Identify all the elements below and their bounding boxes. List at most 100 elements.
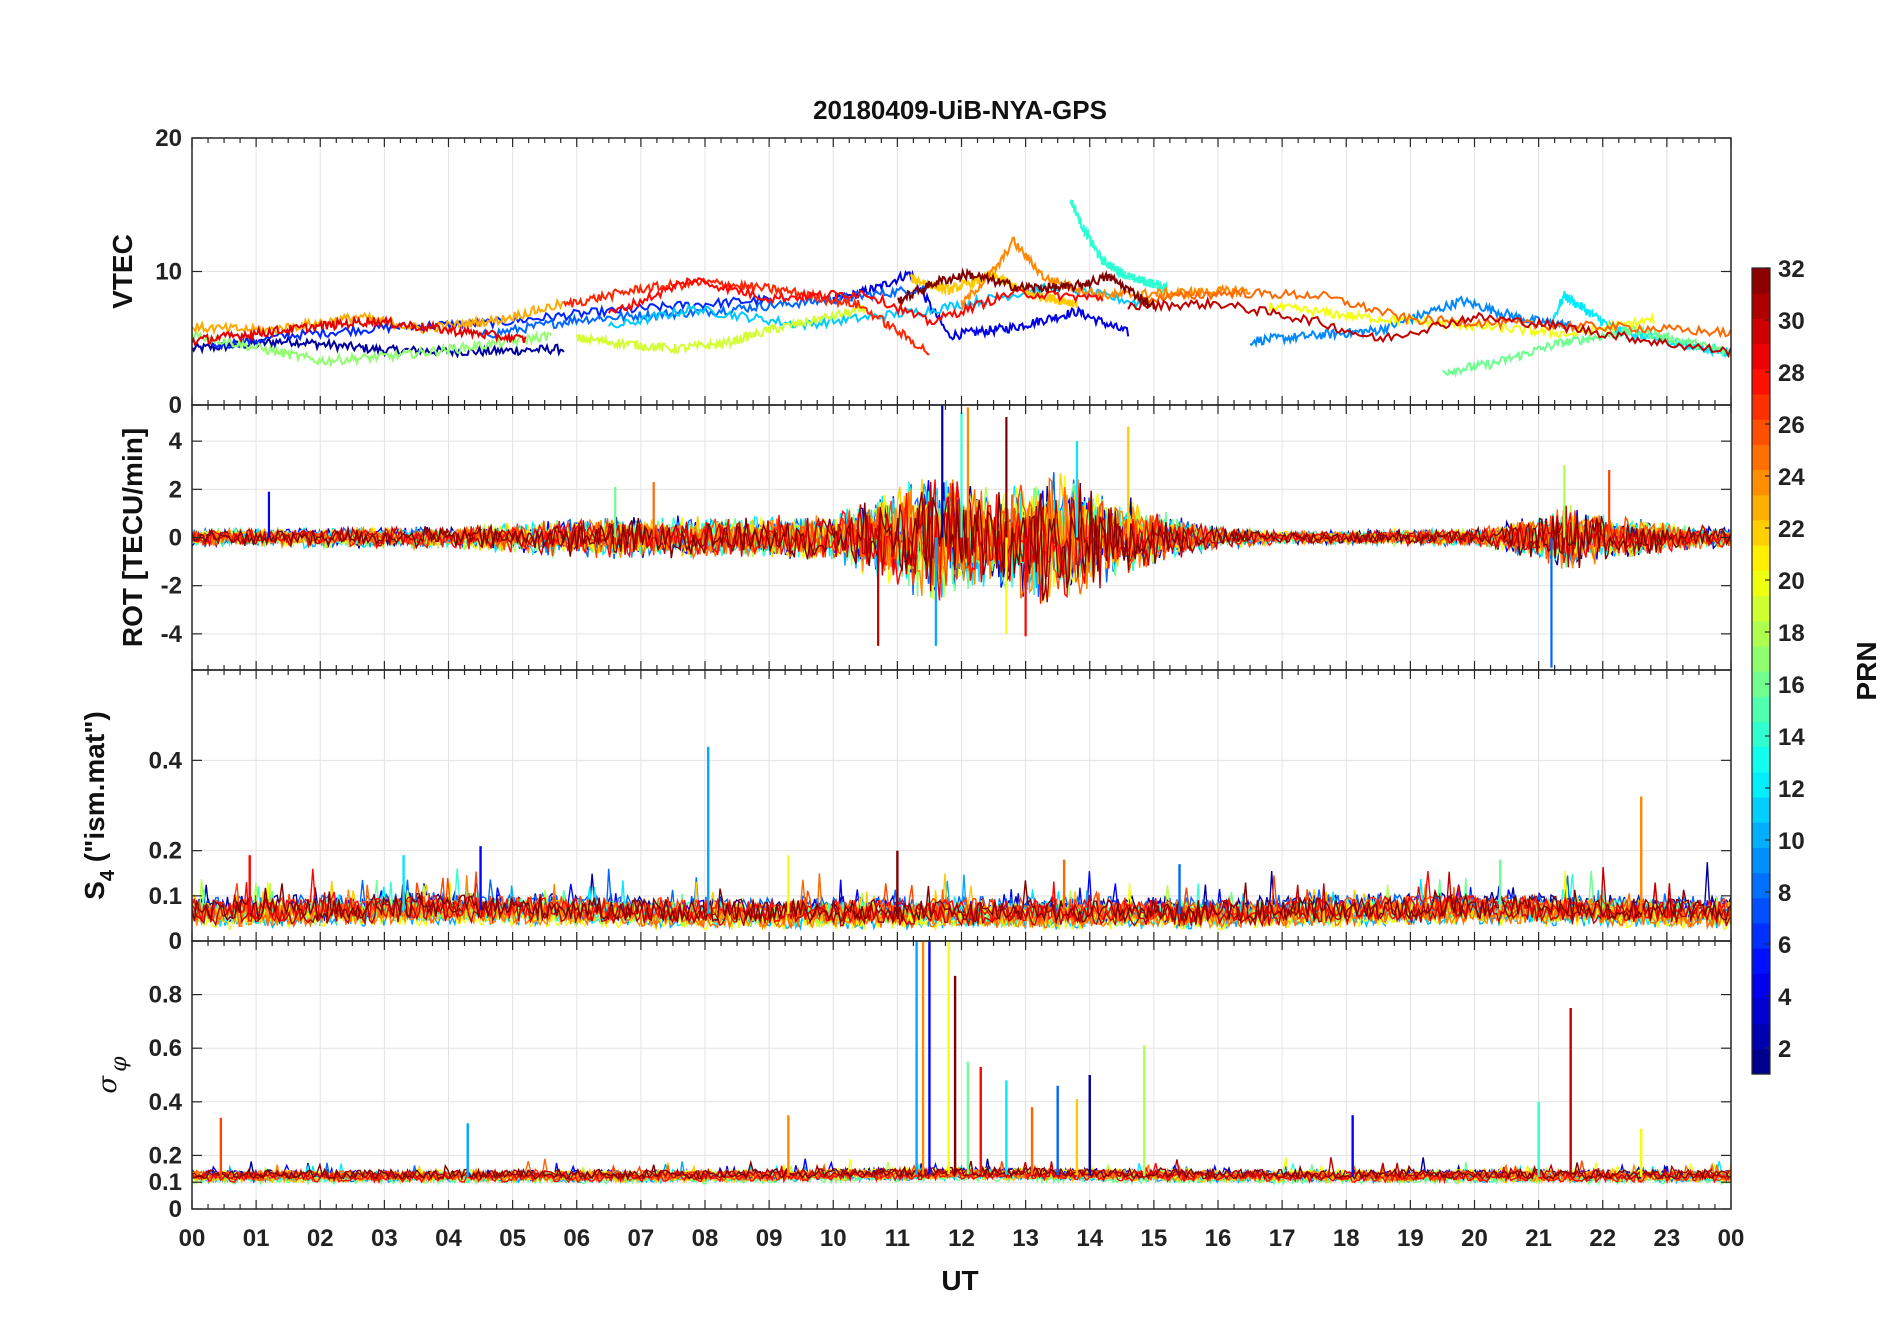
colorbar-tick-label: 22 xyxy=(1778,516,1805,543)
x-tick-label: 03 xyxy=(371,1225,398,1252)
series-prn-16 xyxy=(1442,324,1731,378)
y-tick-label: -2 xyxy=(161,573,182,600)
x-tick-label: 22 xyxy=(1589,1225,1616,1252)
colorbar-tick-label: 10 xyxy=(1778,828,1805,855)
colorbar-segment xyxy=(1752,721,1770,748)
colorbar-tick-label: 28 xyxy=(1778,360,1805,387)
x-tick-label: 17 xyxy=(1269,1225,1296,1252)
series-group xyxy=(192,941,1731,1187)
series-group xyxy=(192,405,1731,668)
panel-S4: 0 0.1 0.2 0.4 S4 ("ism.mat") xyxy=(79,669,1732,955)
series-prn-14 xyxy=(1069,199,1168,294)
x-tick-label: 05 xyxy=(499,1225,526,1252)
y-tick-label: 0.2 xyxy=(149,1142,182,1169)
ticks xyxy=(191,941,1732,1210)
x-tick-label: 04 xyxy=(435,1225,462,1252)
colorbar-frame xyxy=(1751,267,1771,1075)
colorbar-segment xyxy=(1752,696,1770,722)
colorbar-segment xyxy=(1752,948,1770,974)
panel-sigma_phi: 00.10.2 0.4 0.6 0.8 σφ xyxy=(93,940,1732,1223)
series-prn-19 xyxy=(575,304,867,356)
series-prn-27 xyxy=(562,277,930,356)
colorbar-segment xyxy=(1752,847,1770,874)
trace-prn-32 xyxy=(192,880,1731,924)
colorbar-segment xyxy=(1752,998,1770,1025)
trace-prn-24 xyxy=(192,875,1731,930)
colorbar-segment xyxy=(1752,293,1770,319)
colorbar-tick-label: 2 xyxy=(1778,1036,1791,1063)
x-axis: 00 01 02 03 04 05 06 07 08 09 10 11 12 13 14 15 16 17 18 19… xyxy=(179,1225,1745,1252)
y-tick-label: 20 xyxy=(155,125,182,152)
colorbar-segment xyxy=(1752,343,1770,370)
colorbar-segment xyxy=(1752,822,1770,848)
y-tick-label: 0 xyxy=(169,525,182,552)
y-tick-label: 0 xyxy=(169,928,182,955)
colorbar-segment xyxy=(1752,922,1770,949)
x-tick-label: 02 xyxy=(307,1225,334,1252)
y-tick-label: 10 xyxy=(155,259,182,286)
colorbar-segment xyxy=(1752,1048,1770,1075)
x-tick-label: 18 xyxy=(1333,1225,1360,1252)
x-tick-label: 15 xyxy=(1141,1225,1168,1252)
series-prn-23 xyxy=(192,297,565,338)
x-tick-label: 16 xyxy=(1205,1225,1232,1252)
colorbar-segment xyxy=(1752,897,1770,924)
chart-title: 20180409-UiB-NYA-GPS xyxy=(813,95,1107,125)
panel-ROT: -4 -2 0 2 4 ROT [TECU/min] xyxy=(117,404,1732,671)
x-tick-label: 06 xyxy=(563,1225,590,1252)
colorbar-tick-label: 16 xyxy=(1778,672,1805,699)
y-tick-label: 0 xyxy=(169,1196,182,1223)
series-prn-9 xyxy=(1249,295,1578,349)
colorbar-tick-label: 4 xyxy=(1778,984,1792,1011)
colorbar-tick-label: 20 xyxy=(1778,568,1805,595)
x-tick-label: 12 xyxy=(948,1225,975,1252)
colorbar-segment xyxy=(1752,494,1770,521)
x-tick-label: 09 xyxy=(756,1225,783,1252)
colorbar-segment xyxy=(1752,318,1770,345)
trace-prn-32 xyxy=(192,1159,1731,1182)
colorbar-segment xyxy=(1752,268,1770,294)
y-tick-label: 0.1 xyxy=(149,1169,182,1196)
colorbar-tick-label: 8 xyxy=(1778,880,1791,907)
y-tick-label: 2 xyxy=(169,476,182,503)
colorbar-segment xyxy=(1752,469,1770,496)
grid xyxy=(191,137,1732,406)
x-tick-label: 20 xyxy=(1461,1225,1488,1252)
series-prn-30 xyxy=(1127,296,1731,359)
colorbar-segment xyxy=(1752,545,1770,571)
series-prn-32 xyxy=(897,267,1155,310)
colorbar-segment xyxy=(1752,796,1770,823)
colorbar-tick-label: 18 xyxy=(1778,620,1805,647)
colorbar-segment xyxy=(1752,1023,1770,1050)
colorbar-segment xyxy=(1752,368,1770,395)
trace-prn-28 xyxy=(192,868,1731,925)
series-prn-12 xyxy=(1551,290,1731,358)
x-tick-label: 08 xyxy=(692,1225,719,1252)
colorbar-segment xyxy=(1752,771,1770,798)
panel-VTEC: 0 10 20 VTEC xyxy=(107,125,1732,419)
colorbar-segment xyxy=(1752,973,1770,1000)
x-tick-label: 10 xyxy=(820,1225,847,1252)
trace-prn-30 xyxy=(192,1157,1731,1182)
y-tick-label: 0 xyxy=(169,392,182,419)
colorbar-tick-label: 32 xyxy=(1778,256,1805,283)
y-tick-label: 0.4 xyxy=(149,747,183,774)
trace-prn-30 xyxy=(192,866,1731,928)
x-tick-label: 23 xyxy=(1654,1225,1681,1252)
y-tick-label: 0.8 xyxy=(149,982,182,1009)
series-group xyxy=(192,746,1731,932)
series-prn-24 xyxy=(960,236,1251,311)
y-axis-label: VTEC xyxy=(107,234,138,309)
ticks xyxy=(191,670,1732,942)
colorbar-segment xyxy=(1752,595,1770,622)
colorbar-segment xyxy=(1752,620,1770,647)
colorbar-segment xyxy=(1752,746,1770,773)
series-prn-25 xyxy=(1140,286,1731,339)
x-tick-label: 14 xyxy=(1076,1225,1103,1252)
x-tick-label: 21 xyxy=(1525,1225,1552,1252)
x-tick-label: 00 xyxy=(1718,1225,1745,1252)
grid xyxy=(191,670,1732,942)
rot-trace-prn-32 xyxy=(192,486,1731,601)
y-tick-label: -4 xyxy=(161,621,183,648)
